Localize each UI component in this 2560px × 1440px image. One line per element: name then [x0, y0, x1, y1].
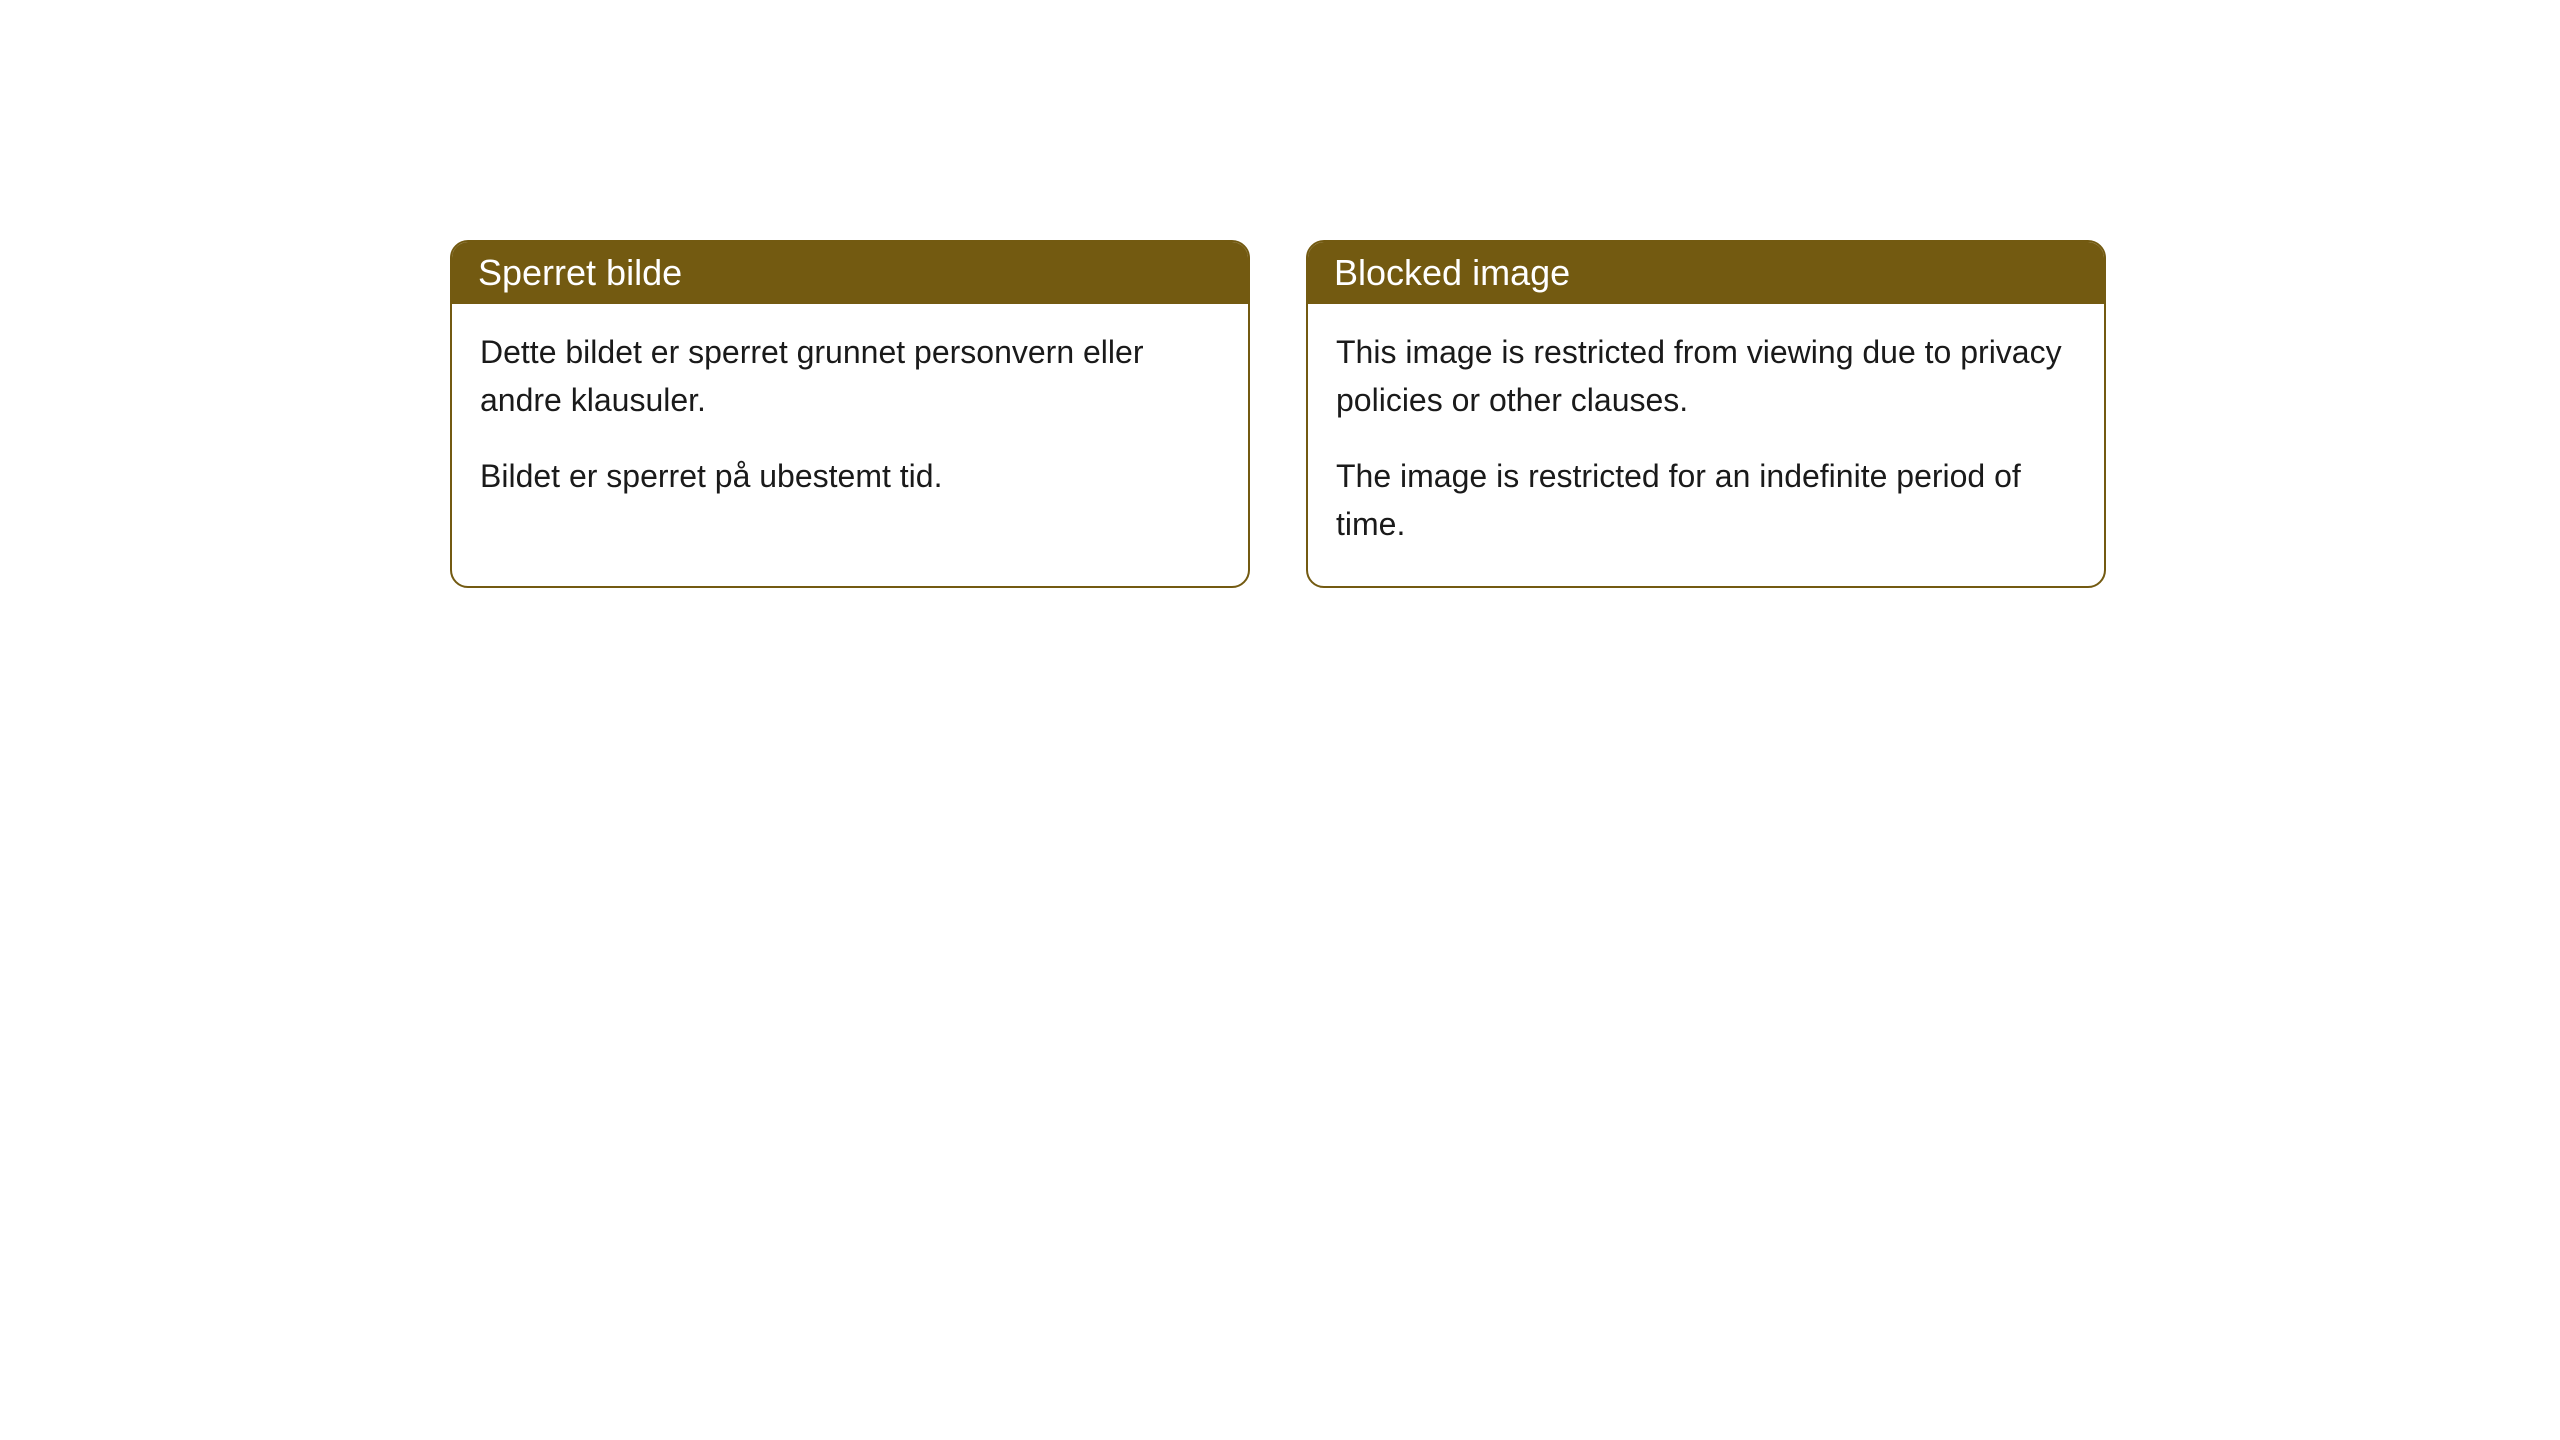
blocked-image-card-english: Blocked image This image is restricted f…	[1306, 240, 2106, 588]
card-paragraph: Dette bildet er sperret grunnet personve…	[480, 328, 1220, 424]
card-title: Sperret bilde	[478, 252, 682, 293]
card-body: Dette bildet er sperret grunnet personve…	[452, 304, 1248, 538]
blocked-image-card-norwegian: Sperret bilde Dette bildet er sperret gr…	[450, 240, 1250, 588]
card-body: This image is restricted from viewing du…	[1308, 304, 2104, 586]
card-paragraph: This image is restricted from viewing du…	[1336, 328, 2076, 424]
card-header: Blocked image	[1308, 242, 2104, 304]
card-paragraph: Bildet er sperret på ubestemt tid.	[480, 452, 1220, 500]
card-title: Blocked image	[1334, 252, 1570, 293]
card-header: Sperret bilde	[452, 242, 1248, 304]
notice-container: Sperret bilde Dette bildet er sperret gr…	[0, 0, 2560, 588]
card-paragraph: The image is restricted for an indefinit…	[1336, 452, 2076, 548]
